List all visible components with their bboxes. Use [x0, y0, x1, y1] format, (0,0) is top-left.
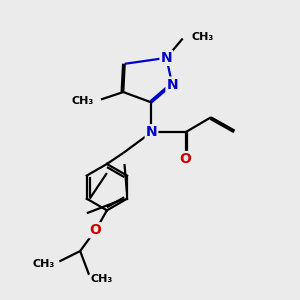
Text: O: O: [180, 152, 192, 166]
Text: O: O: [89, 223, 101, 237]
Text: CH₃: CH₃: [91, 274, 113, 284]
Text: CH₃: CH₃: [71, 96, 94, 106]
Text: N: N: [146, 125, 157, 139]
Text: N: N: [160, 51, 172, 65]
Text: N: N: [167, 78, 178, 92]
Text: CH₃: CH₃: [33, 260, 55, 269]
Text: CH₃: CH₃: [192, 32, 214, 42]
